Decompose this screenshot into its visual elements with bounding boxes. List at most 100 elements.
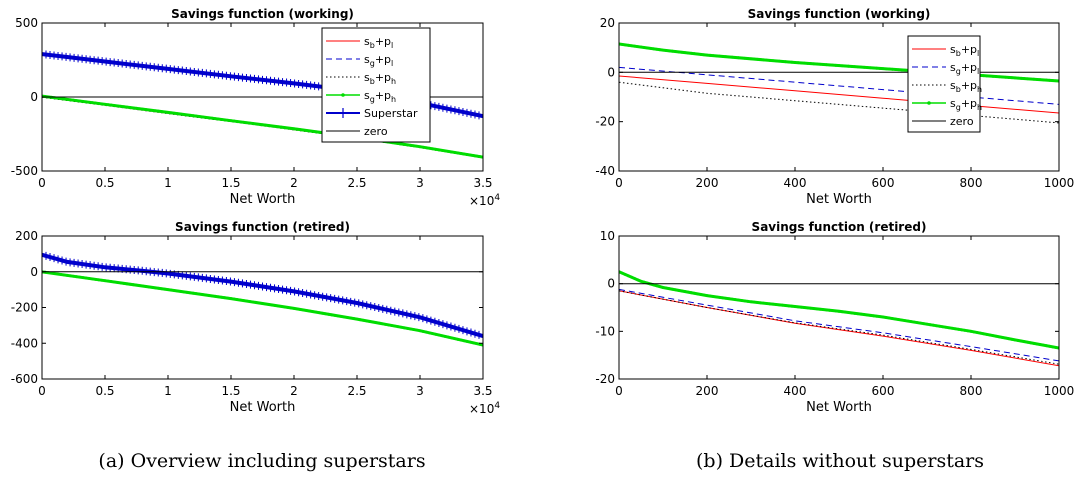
sg-ph-marker	[145, 108, 148, 111]
superstar-marker	[468, 329, 474, 337]
sg-ph-marker	[148, 286, 151, 289]
sg-ph-marker	[438, 148, 441, 151]
sg-ph-marker	[286, 306, 289, 309]
sg-ph-marker	[258, 123, 261, 126]
sg-ph-marker	[875, 315, 878, 318]
sg-ph-marker	[312, 310, 315, 313]
sg-ph-marker	[696, 292, 699, 295]
sg-ph-marker	[186, 291, 189, 294]
series-line-sg_pl	[619, 67, 1059, 104]
superstar-marker	[215, 276, 221, 284]
x-tick-label: 200	[696, 384, 719, 398]
sg-ph-marker	[863, 313, 866, 316]
caption-b: (b) Details without superstars	[696, 450, 984, 472]
sg-ph-marker	[330, 313, 333, 316]
superstar-marker	[440, 104, 446, 112]
sg-ph-marker	[746, 300, 749, 303]
sg-ph-marker	[110, 104, 113, 107]
sg-ph-marker	[734, 56, 737, 59]
chart-title: Savings function (working)	[748, 7, 931, 21]
superstar-marker	[476, 331, 482, 339]
sg-ph-marker	[289, 127, 292, 130]
sg-ph-marker	[173, 289, 176, 292]
sg-ph-marker	[655, 284, 658, 287]
chart-retired-details: Savings function (retired)0 200 400 600 800 1…	[595, 220, 1074, 415]
x-tick-label: 1	[164, 384, 172, 398]
sg-ph-marker	[113, 104, 116, 107]
sg-ph-marker	[302, 129, 305, 132]
superstar-marker	[47, 253, 53, 261]
sg-ph-marker	[318, 131, 321, 134]
sg-ph-marker	[1054, 346, 1057, 349]
chart-title: Savings function (retired)	[175, 220, 350, 234]
sg-ph-marker	[412, 144, 415, 147]
sg-ph-marker	[904, 319, 907, 322]
sg-ph-marker	[778, 303, 781, 306]
sg-ph-marker	[91, 101, 94, 104]
sg-ph-marker	[305, 129, 308, 132]
sg-ph-marker	[94, 102, 97, 105]
sg-ph-marker	[988, 75, 991, 78]
sg-ph-marker	[220, 118, 223, 121]
sg-ph-marker	[82, 276, 85, 279]
chart-title: Savings function (retired)	[752, 220, 927, 234]
sg-ph-marker	[869, 314, 872, 317]
chart-title: Savings function (working)	[171, 7, 354, 21]
sg-ph-marker	[302, 309, 305, 312]
sg-ph-marker	[951, 327, 954, 330]
sg-ph-marker	[944, 326, 947, 329]
sg-ph-marker	[419, 329, 422, 332]
sg-ph-marker	[690, 291, 693, 294]
sg-ph-marker	[888, 317, 891, 320]
sg-ph-marker	[409, 328, 412, 331]
sg-ph-marker	[315, 130, 318, 133]
sg-ph-marker	[1036, 78, 1039, 81]
superstar-marker	[239, 279, 245, 287]
sg-ph-marker	[1023, 77, 1026, 80]
sg-ph-marker	[995, 75, 998, 78]
sg-ph-marker	[129, 106, 132, 109]
sg-ph-marker	[935, 324, 938, 327]
sg-ph-marker	[979, 332, 982, 335]
sg-ph-marker	[665, 49, 668, 52]
sg-ph-marker	[693, 52, 696, 55]
sg-ph-marker	[822, 63, 825, 66]
legend-label-sg_pl: sg+pl	[950, 61, 979, 76]
axes-box	[619, 23, 1059, 171]
y-tick-label: -600	[11, 372, 38, 386]
sg-ph-marker	[1045, 344, 1048, 347]
superstar-marker	[63, 258, 69, 266]
sg-ph-marker	[627, 44, 630, 47]
sg-ph-marker	[286, 127, 289, 130]
sg-ph-marker	[907, 320, 910, 323]
sg-ph-marker	[860, 66, 863, 69]
sg-ph-marker	[750, 57, 753, 60]
sg-ph-marker	[56, 273, 59, 276]
x-tick-label: 800	[960, 176, 983, 190]
sg-ph-marker	[173, 112, 176, 115]
sg-ph-marker	[100, 279, 103, 282]
sg-ph-marker	[753, 301, 756, 304]
sg-ph-marker	[104, 279, 107, 282]
superstar-marker	[199, 274, 205, 282]
sg-ph-marker	[790, 61, 793, 64]
sg-ph-marker	[894, 68, 897, 71]
sg-ph-marker	[271, 304, 274, 307]
sg-ph-marker	[94, 278, 97, 281]
sg-ph-marker	[293, 127, 296, 130]
sg-ph-marker	[768, 302, 771, 305]
sg-ph-marker	[885, 67, 888, 70]
sg-ph-marker	[447, 336, 450, 339]
sg-ph-marker	[334, 314, 337, 317]
superstar-marker	[424, 315, 430, 323]
sg-ph-marker	[797, 305, 800, 308]
sg-ph-marker	[97, 102, 100, 105]
superstar-marker	[364, 301, 370, 309]
sg-ph-marker	[910, 320, 913, 323]
sg-ph-marker	[85, 277, 88, 280]
sg-ph-marker	[296, 308, 299, 311]
sg-ph-marker	[312, 130, 315, 133]
legend: sb+pl sg+pl sb+ph sg+ph zero	[908, 36, 982, 132]
sg-ph-marker	[781, 60, 784, 63]
sg-ph-marker	[138, 107, 141, 110]
